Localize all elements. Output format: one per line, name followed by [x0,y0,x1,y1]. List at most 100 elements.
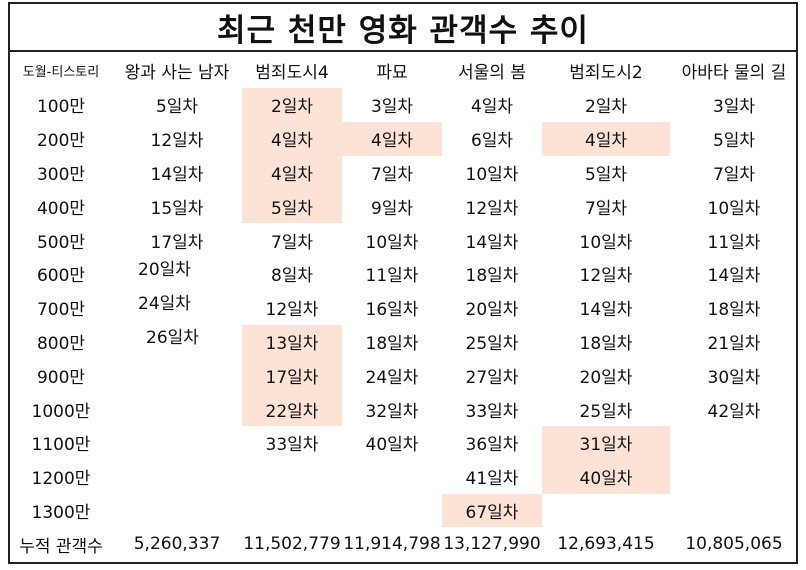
row-label: 1000만 [31,401,91,422]
table-cell: 20일차 [138,260,191,281]
highlight-cell [242,392,342,426]
highlight-cell [242,121,342,156]
table-cell: 18일차 [465,266,519,287]
row-label: 700만 [36,300,86,321]
row-label: 600만 [36,266,86,287]
total-value: 13,127,990 [443,534,541,555]
table-cell: 10일차 [707,198,761,219]
table-cell: 11일차 [707,232,761,253]
table-cell: 4일차 [584,131,628,152]
table-cell: 22일차 [265,401,319,422]
total-value: 11,914,798 [343,534,441,555]
table-cell: 14일차 [150,164,204,185]
table-cell: 4일차 [470,97,514,118]
table-cell: 2일차 [584,97,628,118]
column-header: 범죄도시4 [255,63,329,83]
table-cell: 24일차 [365,367,419,388]
row-label: 800만 [36,333,86,354]
table-cell: 7일차 [270,232,314,253]
column-header: 아바타 물의 길 [681,63,787,83]
table-cell: 7일차 [584,198,628,219]
row-label: 1200만 [31,469,91,490]
table-cell: 11일차 [365,266,419,287]
table-cell: 7일차 [712,164,756,185]
table-cell: 25일차 [579,401,633,422]
table-cell: 10일차 [579,232,633,253]
table-cell: 4일차 [270,164,314,185]
table-cell: 8일차 [270,266,314,287]
highlight-cell [342,121,442,156]
table-cell: 3일차 [370,97,414,118]
row-label: 500만 [36,232,86,253]
highlight-cell [542,426,670,460]
column-header: 범죄도시2 [569,63,643,83]
table-cell: 20일차 [579,367,633,388]
highlight-cell [242,88,342,122]
table-cell: 5일차 [155,97,199,118]
table-cell: 16일차 [365,300,419,321]
row-label: 300만 [36,164,86,185]
total-value: 12,693,415 [557,534,655,555]
title-box: 최근 천만 영화 관객수 추이 [8,2,798,52]
table-cell: 18일차 [365,333,419,354]
table-cell: 18일차 [707,300,761,321]
table-cell: 6일차 [470,131,514,152]
table-cell: 3일차 [712,97,756,118]
table-cell: 21일차 [707,333,761,354]
table-cell: 33일차 [465,401,519,422]
total-value: 10,805,065 [685,534,783,555]
total-label: 누적 관객수 [19,536,103,557]
table-cell: 12일차 [150,131,204,152]
table-cell: 2일차 [270,97,314,118]
table-cell: 9일차 [370,198,414,219]
highlight-cell [242,189,342,224]
table-cell: 32일차 [365,401,419,422]
row-label: 1100만 [31,435,91,456]
table-cell: 10일차 [365,232,419,253]
page-title: 최근 천만 영화 관객수 추이 [217,12,589,49]
table-cell: 31일차 [579,435,633,456]
total-value: 11,502,779 [243,534,341,555]
column-header: 파묘 [376,63,408,83]
table-cell: 33일차 [265,435,319,456]
row-label: 900만 [36,367,86,388]
row-label: 200만 [36,131,86,152]
table-cell: 30일차 [707,367,761,388]
table-cell: 7일차 [370,164,414,185]
column-header: 왕과 사는 남자 [124,63,230,83]
table-cell: 41일차 [465,469,519,490]
row-label: 400만 [36,198,86,219]
highlight-cell [542,459,670,494]
table-cell: 18일차 [579,333,633,354]
table-cell: 15일차 [150,198,204,219]
table-cell: 24일차 [138,294,191,315]
table-cell: 36일차 [465,435,519,456]
table-cell: 40일차 [579,469,633,490]
table-cell: 10일차 [465,164,519,185]
table-cell: 5일차 [584,164,628,185]
highlight-cell [242,155,342,190]
table-cell: 12일차 [265,300,319,321]
table-cell: 14일차 [465,232,519,253]
highlight-cell [442,493,542,528]
table-cell: 67일차 [465,502,519,523]
table-cell: 4일차 [370,131,414,152]
table-cell: 25일차 [465,333,519,354]
table-cell: 42일차 [707,401,761,422]
row-label: 1300만 [31,502,91,523]
table-cell: 40일차 [365,435,419,456]
table-cell: 12일차 [465,198,519,219]
table-cell: 17일차 [265,367,319,388]
table-cell: 17일차 [150,232,204,253]
table-cell: 5일차 [270,198,314,219]
highlight-cell [242,358,342,393]
table-cell: 26일차 [146,327,199,348]
table-cell: 14일차 [579,300,633,321]
table-cell: 13일차 [265,333,319,354]
table-cell: 4일차 [270,131,314,152]
table-cell: 27일차 [465,367,519,388]
data-table: 도월-티스토리 왕과 사는 남자 범죄도시4 파묘 서울의 봄 범죄도시2 아바타 물의 길… [8,52,798,564]
table-cell: 12일차 [579,266,633,287]
highlight-cell [542,121,670,156]
